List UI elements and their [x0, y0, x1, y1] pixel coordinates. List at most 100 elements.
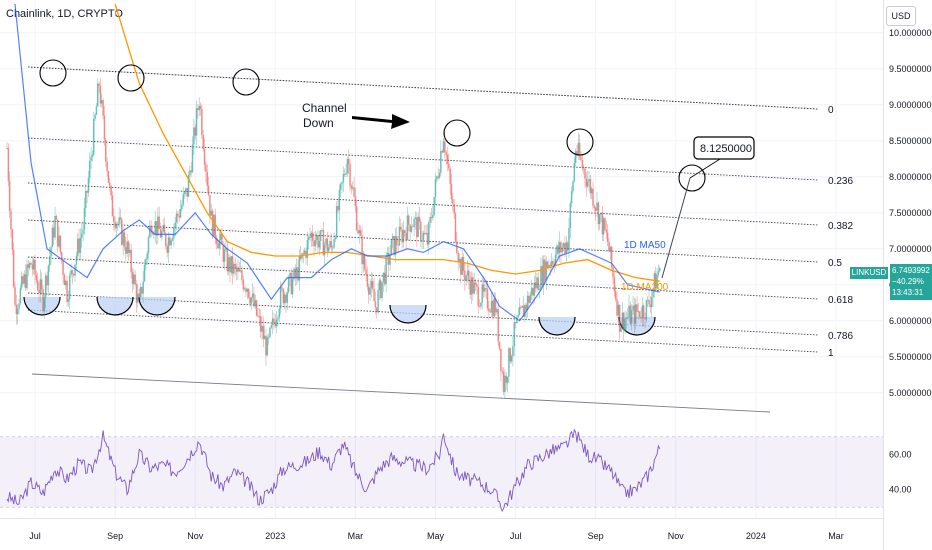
candle-body	[410, 226, 413, 232]
candle-body	[644, 317, 646, 320]
candle-body	[155, 221, 158, 236]
candle-body	[395, 236, 398, 245]
candle-body	[510, 356, 513, 362]
candle-body	[285, 294, 287, 303]
candles	[6, 78, 661, 400]
candle-body	[137, 293, 139, 303]
target-box	[693, 136, 755, 160]
candle-body	[63, 274, 66, 286]
candle-body	[55, 215, 58, 220]
candle-body	[94, 114, 96, 119]
candle-body	[428, 222, 430, 245]
candle-body	[325, 238, 327, 245]
candle-body	[592, 188, 594, 206]
candle-body	[271, 318, 274, 326]
candle-body	[48, 256, 51, 266]
candle-body	[211, 210, 214, 236]
candle-body	[609, 246, 612, 252]
candle-body	[263, 335, 266, 340]
candle-body	[606, 232, 609, 242]
candle-body	[657, 271, 660, 275]
candle-body	[624, 318, 626, 331]
price-axis-label: 10.0000000	[889, 28, 932, 38]
candle-body	[492, 300, 494, 317]
candle-body	[306, 239, 309, 258]
candle-body	[367, 286, 370, 295]
candle-body	[481, 284, 484, 303]
candle-body	[146, 253, 148, 260]
candle-body	[229, 257, 231, 273]
candle-body	[294, 268, 297, 278]
candle-body	[444, 141, 446, 153]
candle-body	[273, 318, 275, 323]
rsi-line	[6, 428, 661, 513]
candle-body	[365, 269, 367, 275]
candle-body	[303, 250, 306, 254]
candle-body	[267, 336, 270, 338]
price-change: −40.29%	[892, 277, 924, 286]
support-bowl-fill	[24, 297, 60, 315]
time-axis-label: Nov	[187, 531, 204, 541]
candle-body	[501, 370, 504, 372]
time-axis-label: Sep	[588, 531, 604, 541]
candle-body	[466, 270, 469, 276]
currency-button[interactable]: USD	[886, 6, 916, 26]
candle-body	[321, 230, 323, 231]
candle-body	[27, 264, 30, 268]
candle-body	[590, 188, 593, 194]
candle-body	[39, 279, 42, 293]
candle-body	[98, 83, 100, 86]
candle-body	[506, 376, 509, 383]
candle-body	[409, 224, 411, 232]
candle-body	[524, 304, 526, 317]
top-circle	[39, 59, 67, 87]
top-circle	[566, 128, 594, 156]
candle-body	[32, 259, 35, 270]
ma50-line	[14, 3, 660, 322]
time-axis-label: Mar	[828, 531, 844, 541]
candle-body	[243, 288, 246, 290]
candle-body	[437, 176, 439, 178]
candle-body	[589, 179, 592, 194]
candle-body	[266, 337, 269, 356]
candle-body	[201, 108, 203, 136]
candle-body	[584, 168, 586, 179]
candle-body	[279, 287, 282, 309]
candle-body	[433, 197, 435, 215]
candle-body	[83, 207, 86, 230]
candle-body	[147, 237, 150, 254]
candle-body	[377, 289, 379, 313]
candle-body	[546, 261, 549, 269]
candle-body	[239, 270, 242, 272]
candle-body	[79, 238, 82, 253]
candle-body	[453, 204, 455, 214]
price-axis-label: 5.5000000	[889, 352, 932, 362]
candle-body	[628, 305, 630, 317]
candle-body	[72, 273, 75, 276]
candle-body	[118, 217, 120, 224]
candle-body	[203, 148, 206, 165]
candle-body	[217, 243, 219, 249]
candle-body	[108, 182, 111, 186]
candle-body	[74, 264, 76, 276]
candle-body	[462, 257, 465, 271]
candle-body	[40, 279, 43, 289]
candle-body	[313, 240, 315, 247]
candle-body	[165, 233, 167, 247]
candle-body	[450, 183, 453, 200]
candle-body	[247, 288, 250, 298]
candle-body	[253, 293, 255, 307]
candle-body	[186, 188, 189, 197]
candle-body	[629, 305, 632, 324]
candle-body	[95, 106, 98, 115]
candle-body	[7, 148, 10, 181]
price-axis-label: 6.0000000	[889, 316, 932, 326]
candle-body	[150, 225, 152, 233]
candle-body	[139, 287, 142, 298]
candle-body	[359, 230, 362, 236]
candle-body	[434, 179, 437, 198]
candle-body	[275, 319, 278, 327]
candle-body	[480, 302, 482, 307]
candle-body	[255, 300, 258, 316]
